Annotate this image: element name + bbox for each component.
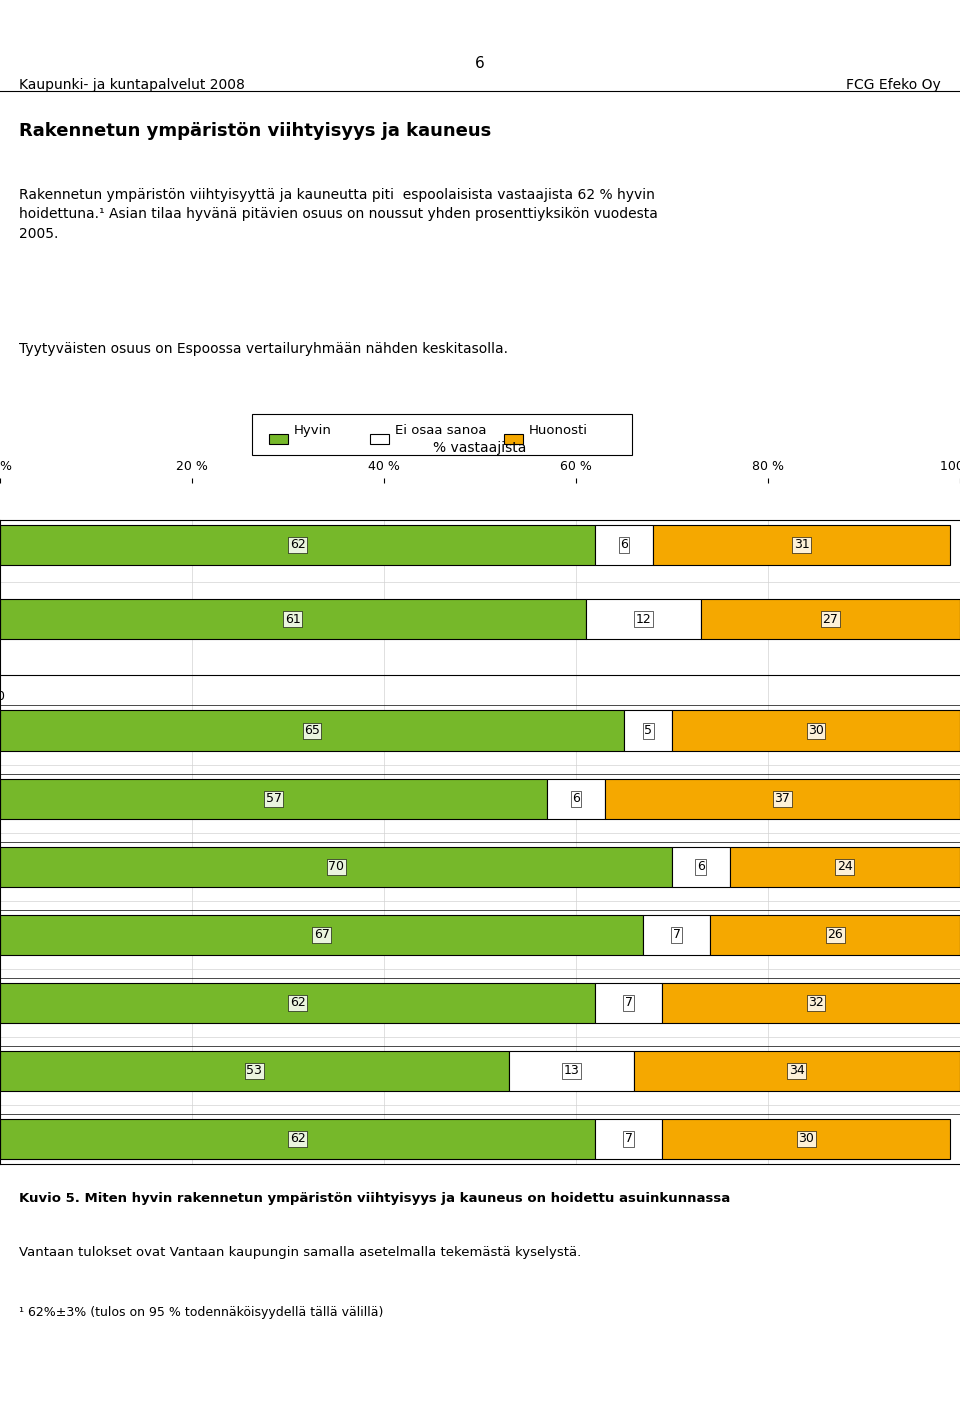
Text: 5: 5: [644, 724, 652, 736]
Bar: [672, 847, 730, 887]
Text: Kuvio 5. Miten hyvin rakennetun ympäristön viihtyisyys ja kauneus on hoidettu as: Kuvio 5. Miten hyvin rakennetun ympärist…: [19, 1192, 731, 1205]
Bar: [662, 1118, 950, 1159]
Text: 6: 6: [572, 792, 580, 805]
Text: 7: 7: [673, 928, 681, 941]
Text: 34: 34: [789, 1064, 804, 1077]
Bar: [662, 983, 960, 1023]
Text: Hyvin: Hyvin: [294, 424, 331, 437]
Bar: [370, 434, 389, 444]
Text: Rakennetun ympäristön viihtyisyys ja kauneus: Rakennetun ympäristön viihtyisyys ja kau…: [19, 122, 492, 140]
Bar: [730, 847, 960, 887]
Text: 7: 7: [625, 1132, 633, 1145]
Text: 32: 32: [808, 996, 824, 1009]
Bar: [0, 1050, 509, 1091]
Text: 26: 26: [828, 928, 843, 941]
Bar: [547, 779, 605, 819]
Text: Ei osaa sanoa: Ei osaa sanoa: [395, 424, 486, 437]
Text: 30: 30: [799, 1132, 814, 1145]
Bar: [710, 915, 960, 955]
Bar: [0, 599, 586, 640]
Text: 13: 13: [564, 1064, 579, 1077]
FancyBboxPatch shape: [252, 413, 632, 455]
Text: Huonosti: Huonosti: [529, 424, 588, 437]
Text: 12: 12: [636, 613, 651, 626]
Text: FCG Efeko Oy: FCG Efeko Oy: [846, 78, 941, 92]
Text: 31: 31: [794, 538, 809, 552]
Text: 62: 62: [290, 996, 305, 1009]
Text: Vantaan tulokset ovat Vantaan kaupungin samalla asetelmalla tekemästä kyselystä.: Vantaan tulokset ovat Vantaan kaupungin …: [19, 1246, 582, 1260]
Bar: [0, 1118, 595, 1159]
Bar: [269, 434, 288, 444]
Text: Kaupunki- ja kuntapalvelut 2008: Kaupunki- ja kuntapalvelut 2008: [19, 78, 245, 92]
Text: Tyytyväisten osuus on Espoossa vertailuryhmään nähden keskitasolla.: Tyytyväisten osuus on Espoossa vertailur…: [19, 342, 508, 356]
Text: 0: 0: [0, 690, 4, 704]
Text: 6: 6: [620, 538, 628, 552]
X-axis label: % vastaajista: % vastaajista: [433, 441, 527, 454]
Bar: [504, 434, 523, 444]
Text: 27: 27: [823, 613, 838, 626]
Bar: [586, 599, 701, 640]
Bar: [0, 847, 672, 887]
Bar: [595, 983, 662, 1023]
Text: ¹ 62%±3% (tulos on 95 % todennäköisyydellä tällä välillä): ¹ 62%±3% (tulos on 95 % todennäköisyydel…: [19, 1307, 384, 1320]
Text: 37: 37: [775, 792, 790, 805]
Bar: [0, 525, 595, 565]
Text: 57: 57: [266, 792, 281, 805]
Text: 30: 30: [808, 724, 824, 736]
Text: 65: 65: [304, 724, 320, 736]
Bar: [0, 983, 595, 1023]
Bar: [509, 1050, 634, 1091]
Text: 67: 67: [314, 928, 329, 941]
Text: 53: 53: [247, 1064, 262, 1077]
Bar: [624, 711, 672, 751]
Bar: [595, 525, 653, 565]
Text: 7: 7: [625, 996, 633, 1009]
Text: 70: 70: [328, 860, 344, 873]
Bar: [643, 915, 710, 955]
Text: 62: 62: [290, 538, 305, 552]
Bar: [605, 779, 960, 819]
Text: 61: 61: [285, 613, 300, 626]
Bar: [595, 1118, 662, 1159]
Bar: [672, 711, 960, 751]
Text: 24: 24: [837, 860, 852, 873]
Bar: [701, 599, 960, 640]
Text: 62: 62: [290, 1132, 305, 1145]
Text: Rakennetun ympäristön viihtyisyyttä ja kauneutta piti  espoolaisista vastaajista: Rakennetun ympäristön viihtyisyyttä ja k…: [19, 187, 658, 241]
Bar: [0, 711, 624, 751]
Text: 6: 6: [475, 55, 485, 71]
Bar: [0, 915, 643, 955]
Text: 6: 6: [697, 860, 705, 873]
Bar: [634, 1050, 960, 1091]
Bar: [0, 779, 547, 819]
Bar: [653, 525, 950, 565]
